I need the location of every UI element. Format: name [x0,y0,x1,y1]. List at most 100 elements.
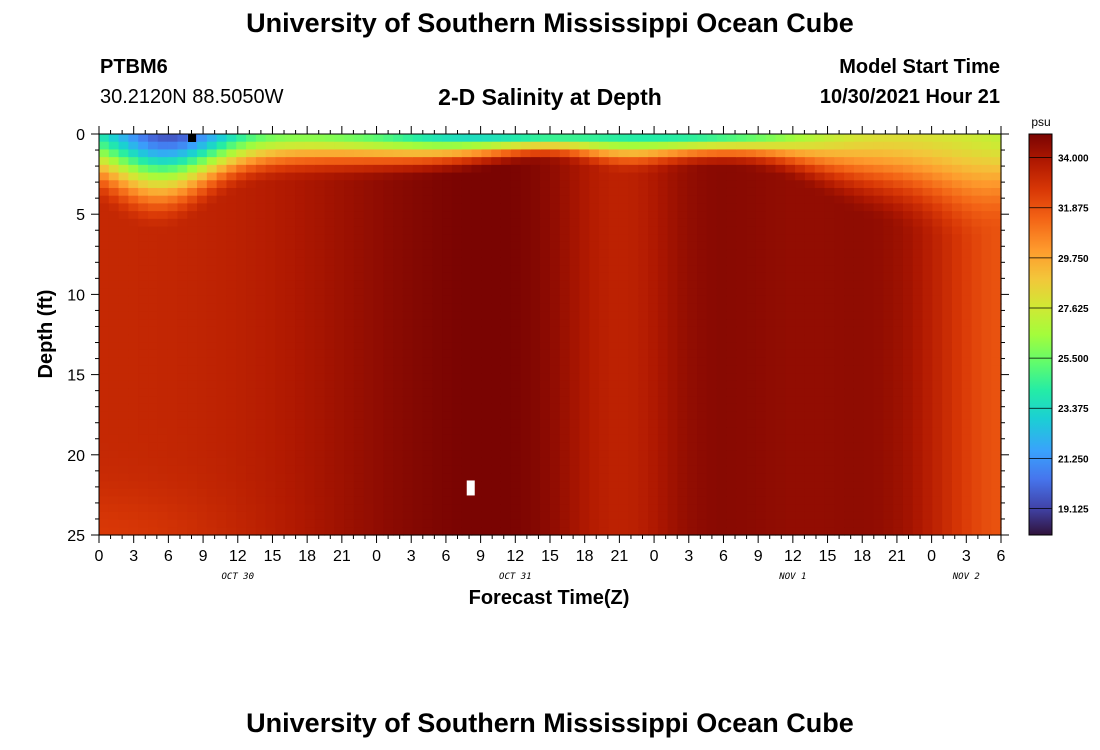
heatmap-cell [853,319,865,328]
heatmap-cell [471,187,482,197]
heatmap-cell [942,380,953,390]
heatmap-cell [893,488,904,498]
heatmap-cell [393,411,404,420]
heatmap-cell [167,134,179,143]
heatmap-cell [500,326,512,336]
heatmap-cell [275,334,286,343]
heatmap-cell [648,203,659,212]
heatmap-cell [157,427,169,436]
heatmap-cell [432,527,443,536]
heatmap-cell [530,403,541,413]
heatmap-cell [451,403,463,413]
heatmap-cell [667,488,679,498]
heatmap-cell [687,527,698,536]
heatmap-cell [873,403,884,413]
heatmap-cell [746,288,757,297]
heatmap-cell [657,519,669,528]
heatmap-cell [128,403,139,413]
heatmap-cell [412,272,424,282]
heatmap-cell [540,241,551,251]
heatmap-cell [951,357,963,366]
heatmap-cell [206,481,218,490]
heatmap-cell [804,265,816,274]
heatmap-cell [314,434,326,444]
heatmap-cell [559,326,571,336]
heatmap-cell [314,203,326,212]
heatmap-cell [461,496,473,505]
heatmap-cell [206,195,218,204]
heatmap-cell [775,388,786,397]
heatmap-cell [334,172,345,181]
heatmap-cell [99,288,110,297]
heatmap-cell [795,527,806,536]
heatmap-cell [608,249,620,258]
heatmap-cell [736,195,747,204]
heatmap-cell [510,211,522,220]
heatmap-cell [206,319,218,328]
heatmap-cell [383,411,394,420]
heatmap-cell [383,473,394,482]
heatmap-cell [148,187,159,197]
heatmap-cell [334,218,345,228]
heatmap-cell [648,481,659,490]
heatmap-cell [706,373,718,382]
heatmap-cell [373,419,384,428]
heatmap-cell [991,211,1002,220]
heatmap-cell [138,373,149,382]
heatmap-cell [755,511,767,521]
heatmap-cell [912,388,924,397]
heatmap-cell [844,303,855,312]
heatmap-cell [853,481,865,490]
heatmap-cell [285,465,296,474]
heatmap-cell [893,373,904,382]
heatmap-cell [206,396,218,405]
heatmap-cell [726,203,737,212]
heatmap-cell [402,157,414,166]
heatmap-cell [255,488,267,498]
heatmap-cell [981,519,992,528]
heatmap-cell [353,396,365,405]
heatmap-cell [569,203,581,212]
heatmap-cell [628,272,639,282]
heatmap-cell [932,195,943,204]
heatmap-cell [677,249,688,258]
heatmap-cell [765,342,777,351]
heatmap-cell [628,511,639,521]
heatmap-cell [510,241,522,251]
heatmap-cell [177,211,188,220]
heatmap-cell [912,265,924,274]
heatmap-cell [402,134,414,143]
heatmap-cell [991,496,1002,505]
heatmap-cell [177,195,188,204]
heatmap-cell [540,203,551,212]
heatmap-cell [128,134,139,143]
heatmap-cell [834,241,845,251]
heatmap-cell [197,326,208,336]
heatmap-cell [157,465,169,474]
heatmap-cell [314,149,326,158]
heatmap-cell [510,226,522,235]
heatmap-cell [373,427,384,436]
heatmap-cell [157,380,169,390]
heatmap-cell [246,357,257,366]
heatmap-cell [451,481,463,490]
heatmap-cell [393,257,404,266]
heatmap-cell [255,164,267,174]
heatmap-cell [912,527,924,536]
heatmap-cell [746,249,757,258]
heatmap-cell [422,272,433,282]
x-tick-label: 15 [264,548,282,565]
heatmap-cell [471,342,482,351]
heatmap-cell [383,481,394,490]
heatmap-cell [177,349,188,359]
heatmap-cell [755,203,767,212]
heatmap-cell [451,527,463,536]
heatmap-cell [255,195,267,204]
heatmap-cell [971,457,982,467]
heatmap-cell [118,257,130,266]
heatmap-cell [971,365,982,374]
heatmap-cell [579,211,590,220]
heatmap-cell [353,365,365,374]
heatmap-cell [255,388,267,397]
heatmap-cell [697,519,708,528]
